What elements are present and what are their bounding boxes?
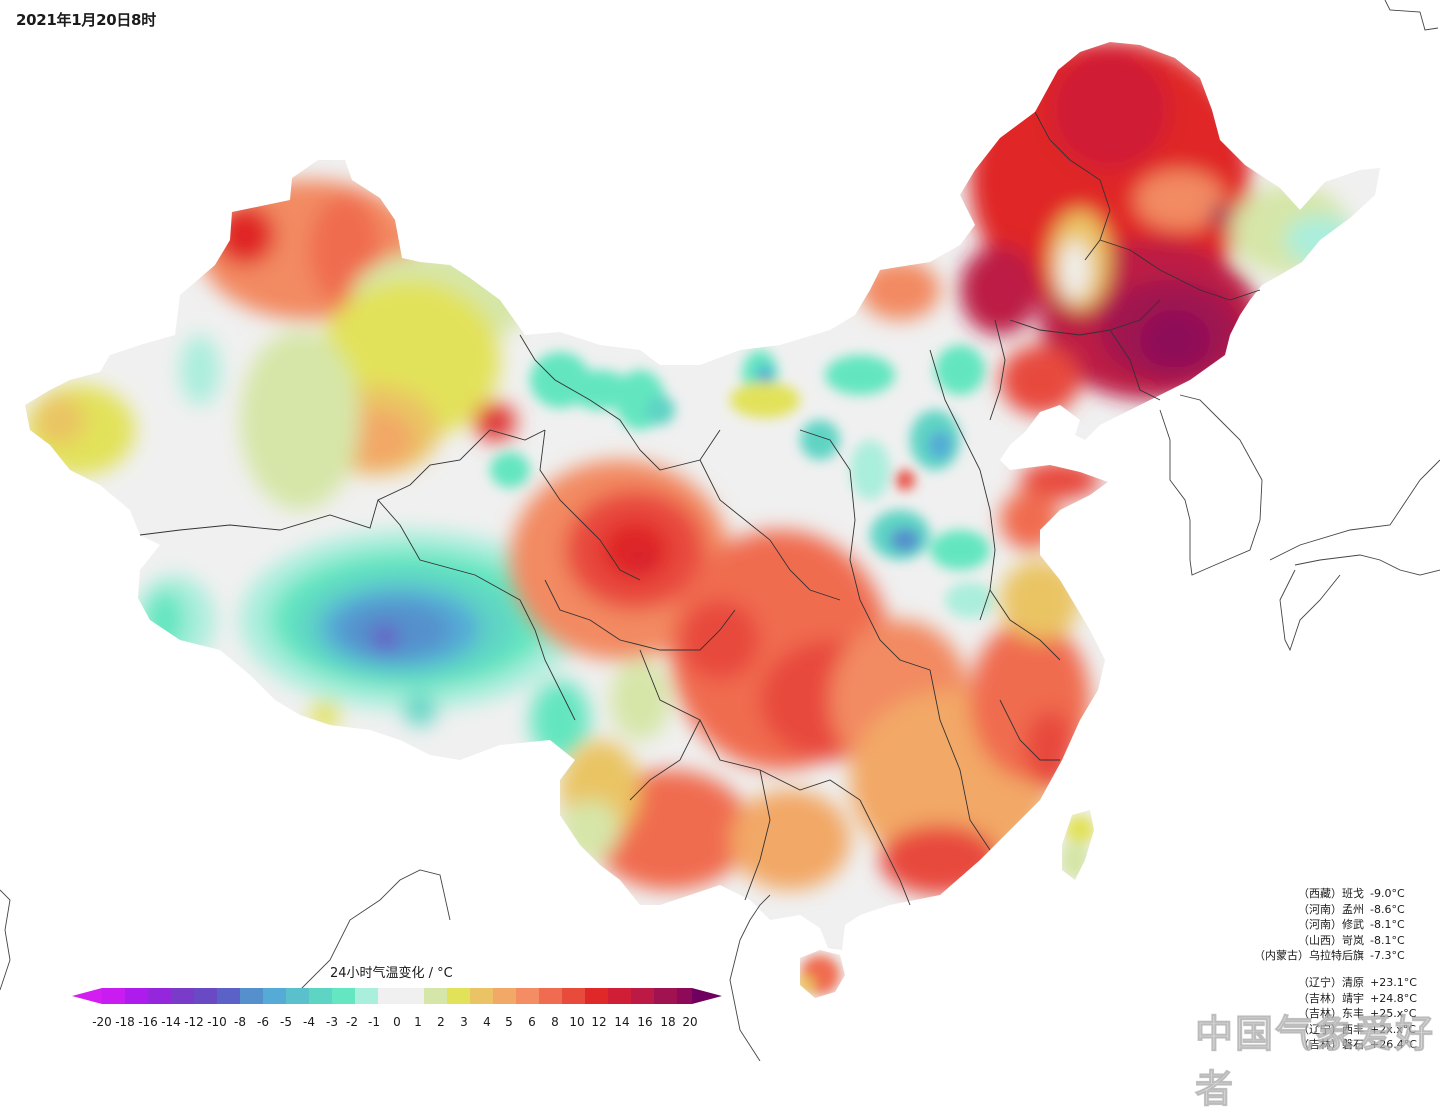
station-row: （山西）岢岚 -8.1°C (1298, 933, 1405, 947)
tick: 20 (682, 1015, 698, 1029)
tick: -1 (368, 1015, 380, 1029)
tick: -6 (257, 1015, 269, 1029)
station-row: （内蒙古）乌拉特后旗 -7.3°C (1254, 949, 1405, 962)
tick: -4 (303, 1015, 315, 1029)
tick: 12 (591, 1015, 607, 1029)
tick: 16 (637, 1015, 653, 1029)
temperature-change-map (0, 0, 1440, 1061)
tick: -10 (207, 1015, 227, 1029)
map-title: 2021年1月20日8时 (16, 11, 156, 29)
tick: -12 (184, 1015, 204, 1029)
watermark: 中国气象爱好者 (1195, 1012, 1436, 1112)
tick: -8 (234, 1015, 246, 1029)
province-borders (139, 111, 1261, 906)
station-row: （吉林）东丰 +25.x°C (1298, 1007, 1417, 1020)
station-row: （吉林）靖宇 +24.8°C (1298, 991, 1417, 1005)
coldest-stations-list: （西藏）班戈 -9.0°C （河南）孟州 -8.6°C （河南）修武 -8.1°C （… (1254, 886, 1428, 964)
temperature-field (25, 42, 1380, 998)
station-row: （吉林）磐石 +26.4°C (1298, 1038, 1417, 1051)
tick: 4 (483, 1015, 491, 1029)
tick: 14 (614, 1015, 630, 1029)
station-row: （辽宁）西丰 +2x.x°C (1298, 1022, 1416, 1036)
tick: 1 (414, 1015, 422, 1029)
tick: -2 (346, 1015, 358, 1029)
warmest-stations-list: （辽宁）清原 +23.1°C （吉林）靖宇 +24.8°C （吉林）东丰 +25.x°… (1298, 975, 1428, 1053)
tick: 10 (569, 1015, 585, 1029)
station-row: （西藏）班戈 -9.0°C (1298, 887, 1405, 900)
tick: -14 (161, 1015, 181, 1029)
tick: 3 (460, 1015, 468, 1029)
tick: -5 (280, 1015, 292, 1029)
station-row: （河南）修武 -8.1°C (1298, 918, 1405, 931)
tick: 6 (528, 1015, 536, 1029)
tick: 8 (551, 1015, 559, 1029)
station-row: （辽宁）清原 +23.1°C (1298, 976, 1417, 989)
tick: -16 (138, 1015, 158, 1029)
colorbar-arrow-min (72, 988, 102, 1004)
legend-title: 24小时气温变化 / °C (330, 966, 453, 981)
coastline (0, 0, 1440, 1061)
colorbar (72, 988, 722, 1004)
station-row: （河南）孟州 -8.6°C (1298, 902, 1405, 916)
tick: -18 (115, 1015, 135, 1029)
tick: 0 (393, 1015, 401, 1029)
tick: 18 (660, 1015, 676, 1029)
tick: -3 (326, 1015, 338, 1029)
tick: 2 (437, 1015, 445, 1029)
tick: 5 (505, 1015, 513, 1029)
colorbar-arrow-max (692, 988, 722, 1004)
colorbar-ticks: -20 -18 -16 -14 -12 -10 -8 -6 -5 -4 -3 -… (0, 1015, 1440, 1031)
tick: -20 (92, 1015, 112, 1029)
